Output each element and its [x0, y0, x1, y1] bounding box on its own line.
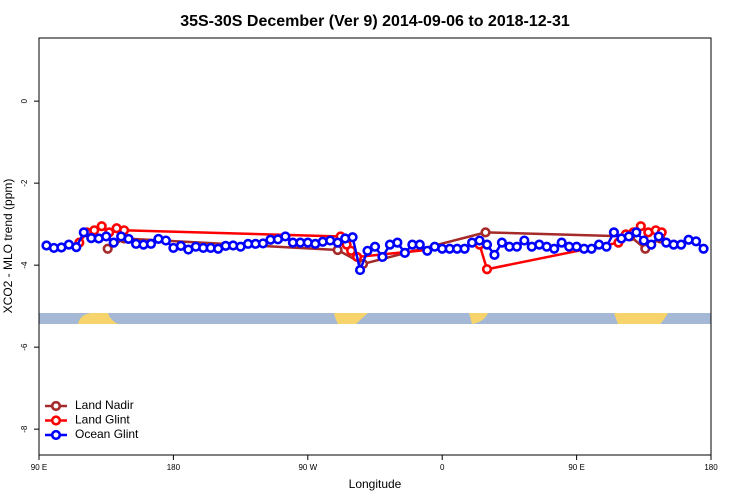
data-point [489, 249, 500, 261]
data-point [690, 236, 702, 247]
data-point [71, 242, 82, 253]
legend-marker [50, 415, 62, 426]
data-point [175, 240, 186, 251]
data-point [519, 235, 530, 246]
data-point [257, 238, 269, 249]
x-tick-label: 0 [440, 463, 445, 472]
y-tick-label: 0 [20, 98, 29, 103]
x-tick-label: 90 E [568, 463, 584, 472]
x-tick-label: 180 [167, 463, 181, 472]
data-point [123, 233, 134, 245]
legend-label: Land Glint [75, 413, 130, 427]
data-point [496, 237, 508, 248]
data-point [623, 231, 634, 242]
data-point [399, 247, 410, 258]
data-point [78, 227, 89, 238]
data-point [608, 227, 620, 238]
y-tick-label: -2 [20, 179, 29, 187]
data-point [160, 235, 172, 246]
map-strip [39, 313, 711, 324]
data-point [481, 264, 493, 275]
y-axis-label: XCO2 - MLO trend (ppm) [1, 179, 15, 314]
plot-frame [38, 37, 712, 456]
data-point [101, 231, 112, 242]
legend-label: Land Nadir [75, 398, 134, 412]
data-point [414, 239, 425, 250]
data-point [586, 243, 597, 254]
data-point [108, 237, 119, 248]
data-point [474, 235, 485, 246]
data-point [638, 235, 649, 246]
data-point [459, 243, 470, 254]
data-point [347, 232, 358, 243]
x-tick-label: 180 [704, 463, 718, 472]
data-point [280, 231, 291, 242]
data-point [362, 245, 373, 256]
data-point [646, 239, 657, 250]
data-point [549, 243, 560, 254]
data-point [96, 221, 107, 232]
data-point [480, 227, 491, 238]
data-point [369, 241, 381, 252]
x-tick-label: 90 E [31, 463, 47, 472]
data-point [377, 251, 388, 263]
data-point [481, 239, 493, 250]
data-point [556, 237, 567, 248]
y-tick-label: -6 [20, 343, 29, 351]
x-tick-label: 90 W [298, 463, 317, 472]
chart-title: 35S-30S December (Ver 9) 2014-09-06 to 2… [180, 13, 570, 30]
data-point [102, 243, 113, 254]
legend-label: Ocean Glint [75, 427, 139, 441]
data-point [392, 237, 403, 248]
data-point [653, 231, 664, 242]
legend-marker [50, 400, 62, 412]
y-tick-label: -4 [20, 261, 29, 269]
data-point [698, 243, 709, 254]
data-point [354, 264, 366, 276]
data-point [676, 239, 687, 250]
data-point [145, 238, 157, 249]
x-axis-label: Longitude [349, 477, 402, 491]
data-point [332, 237, 343, 248]
y-tick-label: -8 [20, 425, 29, 433]
data-point [631, 227, 642, 238]
data-point [422, 245, 433, 256]
data-point [601, 241, 612, 252]
legend-marker [50, 429, 62, 441]
data-point [511, 241, 522, 252]
